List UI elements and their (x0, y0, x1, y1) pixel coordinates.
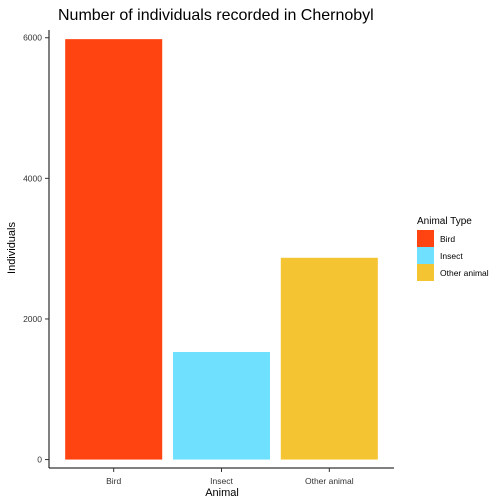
chart-title: Number of individuals recorded in Cherno… (58, 7, 374, 24)
y-axis: 0 2000 4000 6000 (23, 30, 50, 468)
bar-other-animal (280, 257, 378, 460)
legend: Animal Type Bird Insect Other animal (417, 216, 489, 281)
x-axis: Bird Insect Other animal (49, 467, 394, 486)
x-tick-label: Bird (106, 476, 121, 486)
y-tick-label: 4000 (23, 173, 42, 183)
x-tick-label: Other animal (305, 476, 354, 486)
y-tick-label: 6000 (23, 33, 42, 43)
bar-insect (172, 351, 271, 460)
legend-swatch (417, 264, 434, 281)
legend-title: Animal Type (417, 216, 472, 227)
x-tick-label: Insect (210, 476, 233, 486)
legend-swatch (417, 247, 434, 264)
x-axis-title: Animal (205, 487, 239, 499)
legend-swatch (417, 230, 434, 247)
y-tick-label: 2000 (23, 314, 42, 324)
legend-label: Other animal (440, 268, 489, 278)
bar-bird (65, 39, 163, 460)
bars-group (65, 39, 378, 460)
legend-label: Insect (440, 251, 463, 261)
legend-label: Bird (440, 234, 455, 244)
y-tick-label: 0 (37, 455, 42, 465)
y-axis-title: Individuals (6, 222, 18, 274)
